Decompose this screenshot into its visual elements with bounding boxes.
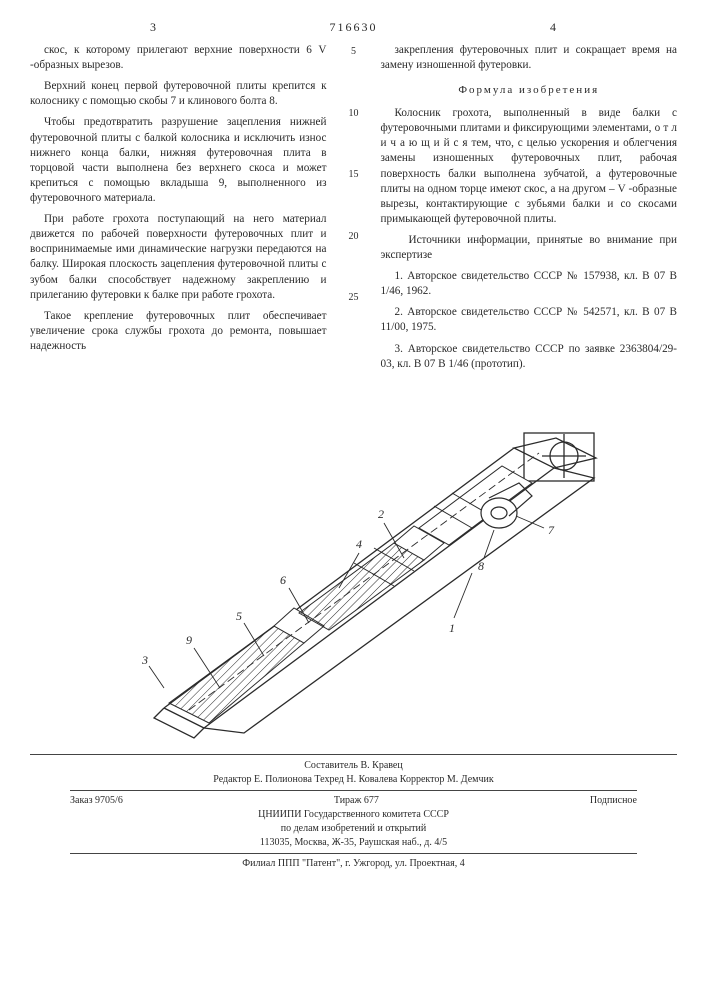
formula-title: Формула изобретения — [381, 83, 678, 98]
para: Чтобы предотвратить разрушение зацеплени… — [30, 115, 327, 206]
para: закрепления футеровочных плит и сокращае… — [381, 43, 678, 73]
technical-drawing: 3 9 5 6 4 2 1 7 8 — [94, 388, 614, 748]
header: 3 716630 4 — [30, 20, 677, 35]
para: Верхний конец первой футеровочной плиты … — [30, 79, 327, 109]
para: Колосник грохота, выполненный в виде бал… — [381, 106, 678, 227]
fig-label-5: 5 — [236, 609, 242, 623]
footer-addr1: 113035, Москва, Ж-35, Раушская наб., д. … — [30, 836, 677, 850]
page-num-right: 4 — [550, 20, 557, 35]
footer-order: Заказ 9705/6 — [70, 794, 123, 808]
text-columns: скос, к которому прилегают верхние повер… — [30, 43, 677, 378]
footer: Составитель В. Кравец Редактор Е. Полион… — [30, 754, 677, 871]
linenum: 25 — [349, 291, 359, 305]
fig-label-9: 9 — [186, 633, 192, 647]
fig-label-8: 8 — [478, 559, 484, 573]
linenum: 15 — [349, 168, 359, 182]
fig-label-7: 7 — [548, 523, 555, 537]
doc-number: 716630 — [330, 20, 378, 34]
para: При работе грохота поступающий на него м… — [30, 212, 327, 303]
fig-label-1: 1 — [449, 621, 455, 635]
footer-compiler: Составитель В. Кравец — [30, 759, 677, 773]
right-column: закрепления футеровочных плит и сокращае… — [381, 43, 678, 378]
para: Такое крепление футеровочных плит обеспе… — [30, 309, 327, 354]
linenum: 10 — [349, 107, 359, 121]
left-column: скос, к которому прилегают верхние повер… — [30, 43, 327, 378]
footer-subscr: Подписное — [590, 794, 637, 808]
para: скос, к которому прилегают верхние повер… — [30, 43, 327, 73]
fig-label-2: 2 — [378, 507, 384, 521]
line-numbers: 5 10 15 20 25 — [345, 43, 363, 378]
footer-tirage: Тираж 677 — [334, 794, 379, 808]
footer-org1: ЦНИИПИ Государственного комитета СССР — [30, 808, 677, 822]
fig-label-4: 4 — [356, 537, 362, 551]
footer-order-row: Заказ 9705/6 Тираж 677 Подписное — [30, 794, 677, 808]
figure: 3 9 5 6 4 2 1 7 8 — [30, 388, 677, 748]
footer-editors: Редактор Е. Полионова Техред Н. Ковалева… — [30, 773, 677, 787]
footer-org2: по делам изобретений и открытий — [30, 822, 677, 836]
source-item: 2. Авторское свидетельство СССР № 542571… — [381, 305, 678, 335]
page-num-left: 3 — [150, 20, 157, 35]
fig-label-3: 3 — [141, 653, 148, 667]
source-item: 3. Авторское свидетельство СССР по заявк… — [381, 342, 678, 372]
fig-label-6: 6 — [280, 573, 286, 587]
footer-addr2: Филиал ППП "Патент", г. Ужгород, ул. Про… — [30, 857, 677, 871]
linenum: 20 — [349, 230, 359, 244]
source-item: 1. Авторское свидетельство СССР № 157938… — [381, 269, 678, 299]
linenum: 5 — [351, 45, 356, 59]
sources-title: Источники информации, принятые во вниман… — [381, 233, 678, 263]
